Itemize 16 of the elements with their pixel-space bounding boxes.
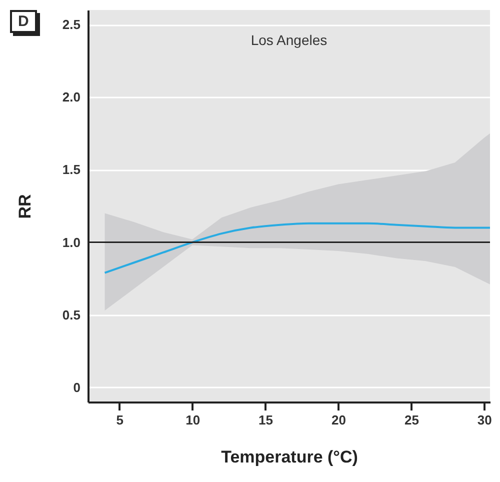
y-tick-label: 0.5: [62, 307, 80, 322]
x-tick-label: 25: [404, 412, 419, 428]
x-tick-label: 5: [116, 412, 124, 428]
x-tick-label: 20: [332, 412, 346, 428]
y-tick-label: 1.0: [62, 234, 80, 250]
y-tick-label: 2.5: [62, 17, 80, 32]
text: Los Angeles: [250, 32, 328, 48]
y-tick-label: 1.5: [62, 162, 80, 178]
y-tick-label: 2.0: [62, 90, 80, 105]
x-tick-label: 30: [477, 412, 492, 428]
text: D: [10, 10, 37, 33]
x-tick-label: 15: [258, 412, 274, 428]
y-axis-title: RR: [15, 194, 34, 219]
x-axis-title: Temperature (°C): [221, 448, 358, 466]
x-tick-label: 10: [186, 412, 200, 428]
y-tick-label: 0: [73, 380, 80, 395]
